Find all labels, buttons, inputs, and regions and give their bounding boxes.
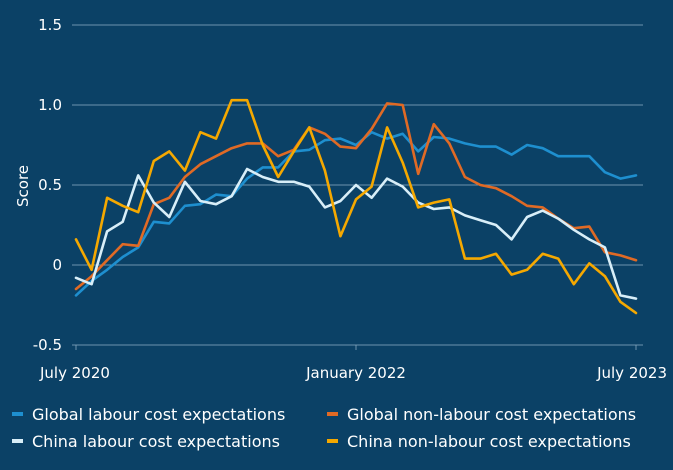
x-axis-ticks: July 2020 January 2022 July 2023	[39, 345, 667, 382]
legend-label: China labour cost expectations	[32, 432, 280, 451]
series-lines	[74, 98, 638, 315]
x-tick-label: January 2022	[305, 364, 406, 382]
series-global-non-labour-cost-expectations	[74, 102, 638, 291]
series-line	[74, 167, 638, 300]
y-tick-label: 0.5	[38, 176, 62, 194]
legend-label: Global non-labour cost expectations	[347, 405, 636, 424]
legend-label: China non-labour cost expectations	[347, 432, 631, 451]
legend-item-china-non-labour: China non-labour cost expectations	[327, 432, 631, 451]
y-axis-ticks: 1.5 1.0 0.5 0 -0.5	[33, 16, 62, 354]
series-line	[74, 98, 638, 315]
y-tick-label: -0.5	[33, 336, 62, 354]
legend-item-china-labour: China labour cost expectations	[12, 432, 280, 451]
y-tick-label: 1.0	[38, 96, 62, 114]
series-line	[74, 130, 638, 297]
x-tick-label: July 2020	[39, 364, 110, 382]
legend: Global labour cost expectations Global n…	[12, 405, 636, 451]
y-tick-label: 1.5	[38, 16, 62, 34]
series-china-non-labour-cost-expectations	[74, 98, 638, 315]
x-tick-label: July 2023	[596, 364, 667, 382]
series-global-labour-cost-expectations	[74, 130, 638, 297]
y-tick-label: 0	[52, 256, 62, 274]
y-axis-title: Score	[14, 165, 32, 207]
series-china-labour-cost-expectations	[74, 167, 638, 300]
series-line	[74, 102, 638, 291]
legend-item-global-non-labour: Global non-labour cost expectations	[327, 405, 636, 424]
legend-label: Global labour cost expectations	[32, 405, 285, 424]
legend-item-global-labour: Global labour cost expectations	[12, 405, 285, 424]
